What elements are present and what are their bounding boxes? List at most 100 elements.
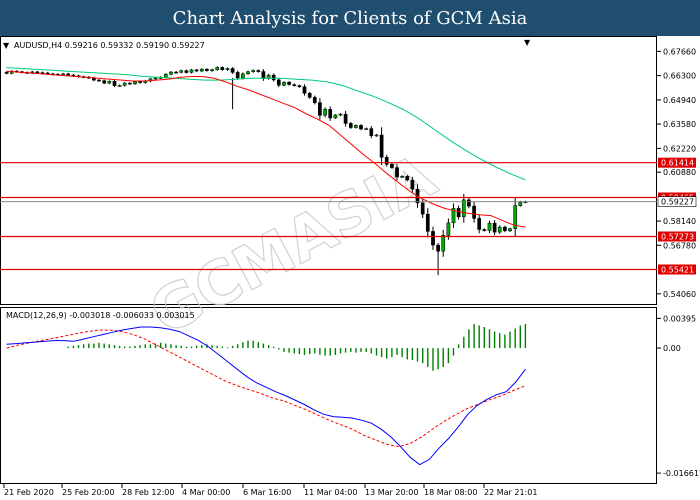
time-tick-label: 18 Mar 08:00 xyxy=(424,488,477,497)
bull-candle xyxy=(225,68,230,70)
time-tick-label: 13 Mar 20:00 xyxy=(365,488,418,497)
level-label-3: 0.57273 xyxy=(661,233,694,242)
bear-candle xyxy=(235,72,240,79)
macd-axis: 0.00395 0.00 -0.016617 xyxy=(657,314,700,478)
bear-candle xyxy=(318,102,322,116)
bear-candle xyxy=(302,86,307,94)
symbol-info: AUDUSD,H4 0.59216 0.59332 0.59190 0.5922… xyxy=(14,41,205,50)
bear-candle xyxy=(482,229,487,231)
bear-candle xyxy=(271,74,276,81)
bear-candle xyxy=(431,231,435,246)
bull-candle xyxy=(122,82,127,86)
price-tick-label: 0.67660 xyxy=(663,47,696,56)
bull-candle xyxy=(446,222,451,236)
slow-ma-line xyxy=(6,67,526,181)
price-layer xyxy=(4,66,528,276)
time-axis: 21 Feb 2020 25 Feb 20:00 28 Feb 12:00 4 Mar… xyxy=(3,484,537,497)
time-tick-label: 21 Feb 2020 xyxy=(4,488,54,497)
time-tick-label: 25 Feb 20:00 xyxy=(62,488,114,497)
symbol-marker-icon: ▼ xyxy=(3,41,10,50)
price-tick-label: 0.66300 xyxy=(663,72,696,81)
price-tick-label: 0.64940 xyxy=(663,96,696,105)
level-label-box-3 xyxy=(658,231,696,242)
chart-canvas: GCMASIA 0.614140.594650.572730.554210.59… xyxy=(0,36,700,497)
bear-candle xyxy=(312,97,317,103)
page-title: Chart Analysis for Clients of GCM Asia xyxy=(0,0,700,36)
bear-candle xyxy=(359,125,363,130)
bear-candle xyxy=(66,73,71,76)
current-price-label: 0.59227 xyxy=(661,198,694,207)
macd-signal-line xyxy=(6,329,526,448)
bull-candle xyxy=(338,113,343,116)
bear-candle xyxy=(220,67,225,70)
bear-candle xyxy=(467,199,471,207)
macd-main-line xyxy=(6,326,526,466)
bear-candle xyxy=(477,218,482,230)
level-label-box-1 xyxy=(658,157,696,168)
bear-candle xyxy=(369,128,374,136)
bull-candle xyxy=(513,205,518,230)
bull-candle xyxy=(61,73,65,76)
bear-candle xyxy=(420,202,425,215)
bear-candle xyxy=(384,157,389,165)
bear-candle xyxy=(184,70,189,73)
bull-candle xyxy=(364,128,369,130)
bear-candle xyxy=(287,81,291,85)
bear-candle xyxy=(343,113,348,124)
bull-candle xyxy=(189,69,194,73)
bull-candle xyxy=(323,109,327,116)
macd-tick-label: 0.00395 xyxy=(663,314,696,323)
bull-candle xyxy=(117,85,122,87)
bear-candle xyxy=(35,71,40,74)
bear-candle xyxy=(456,208,461,218)
bear-candle xyxy=(4,72,9,74)
bear-candle xyxy=(128,82,132,85)
bull-candle xyxy=(246,71,250,75)
price-axis: 0.67660 0.66300 0.64940 0.63580 0.62220 0.608… xyxy=(657,47,696,299)
bear-candle xyxy=(174,71,178,74)
bear-candle xyxy=(276,79,281,86)
time-tick-label: 4 Mar 00:00 xyxy=(182,488,230,497)
bull-candle xyxy=(210,69,214,72)
bull-candle xyxy=(508,228,512,232)
macd-tick-label: 0.00 xyxy=(663,344,681,353)
bull-candle xyxy=(282,81,286,86)
bull-candle xyxy=(333,114,338,119)
bull-candle xyxy=(241,73,245,79)
level-label-1: 0.61414 xyxy=(661,159,694,168)
bear-candle xyxy=(138,81,142,83)
bear-candle xyxy=(472,205,476,219)
macd-tick-label: -0.016617 xyxy=(663,469,700,478)
bull-candle xyxy=(400,176,404,178)
price-tick-label: 0.54060 xyxy=(663,290,696,299)
bull-candle xyxy=(107,81,112,84)
time-tick-label: 6 Mar 16:00 xyxy=(243,488,291,497)
bear-candle xyxy=(503,226,507,232)
bear-candle xyxy=(205,68,209,71)
bear-candle xyxy=(390,163,394,168)
bull-candle xyxy=(169,71,173,75)
price-tick-label: 0.62220 xyxy=(663,144,696,153)
bull-candle xyxy=(163,73,168,78)
bear-candle xyxy=(194,69,199,72)
bull-candle xyxy=(451,208,456,224)
price-panel-frame xyxy=(0,36,657,305)
bear-candle xyxy=(328,109,333,119)
bear-candle xyxy=(405,176,410,181)
shift-marker-icon: ▼ xyxy=(524,38,531,47)
time-tick-label: 22 Mar 21:01 xyxy=(484,488,537,497)
bull-candle xyxy=(199,68,204,72)
price-tick-label: 0.58140 xyxy=(663,217,696,226)
macd-layer xyxy=(6,324,527,466)
macd-panel-frame xyxy=(0,307,657,484)
bear-candle xyxy=(379,134,384,158)
time-tick-label: 28 Feb 12:00 xyxy=(122,488,174,497)
bull-candle xyxy=(374,134,379,137)
bear-candle xyxy=(436,244,440,252)
price-tick-label: 0.60880 xyxy=(663,168,696,177)
bear-candle xyxy=(297,85,302,87)
bear-candle xyxy=(256,70,261,72)
bear-candle xyxy=(97,79,101,82)
bull-candle xyxy=(441,235,446,252)
